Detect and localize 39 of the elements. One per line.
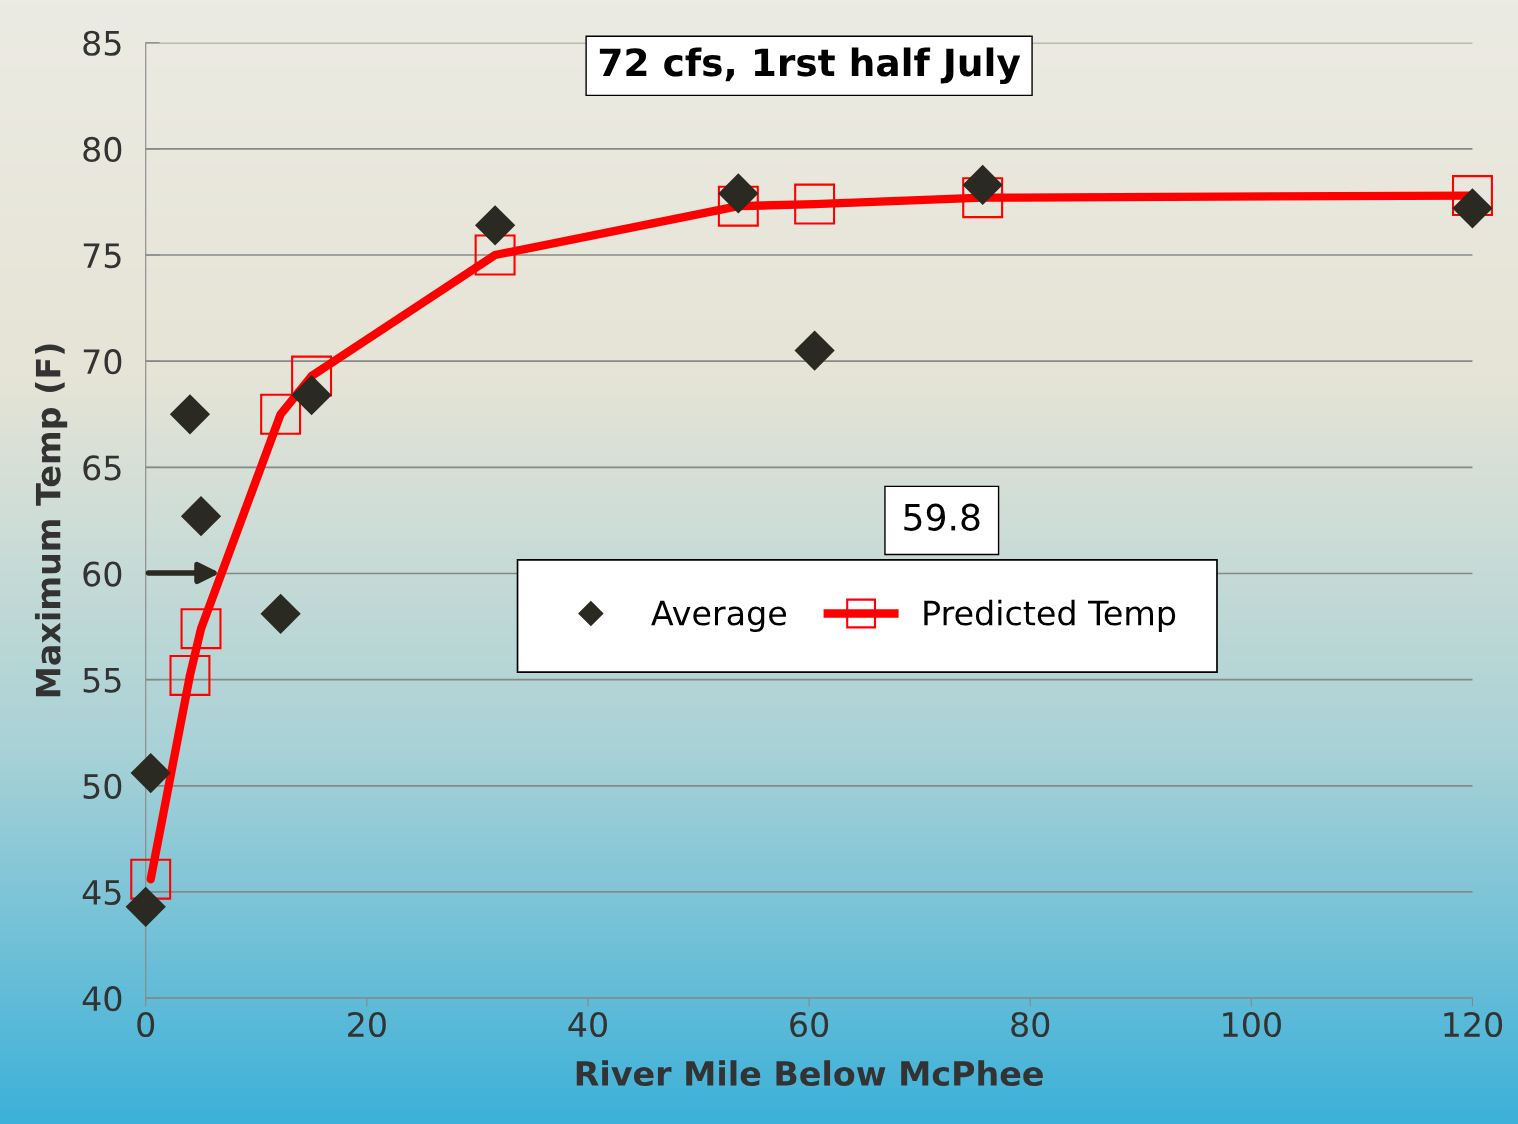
point xyxy=(125,886,166,927)
x-tick-label: 80 xyxy=(1011,1011,1050,1038)
y-tick-label: 85 xyxy=(83,30,121,56)
y-tick-label: 80 xyxy=(83,136,122,163)
y-tick-label: 55 xyxy=(83,668,121,693)
y-tick-label: 70 xyxy=(83,349,122,375)
annotation: 59.8 xyxy=(904,503,980,531)
point xyxy=(260,393,302,435)
y-tick-label: 50 xyxy=(83,773,122,799)
y-tick-label: 75 xyxy=(83,243,121,269)
point xyxy=(474,234,516,276)
y-tick-label: 40 xyxy=(82,986,122,1012)
chart-title: 72 cfs, 1rst half July xyxy=(599,47,1021,85)
y-tick-label: 45 xyxy=(82,880,121,906)
point xyxy=(474,205,516,246)
point xyxy=(180,496,222,537)
point xyxy=(169,654,211,696)
x-tick-label: 40 xyxy=(568,1011,607,1038)
point xyxy=(1452,188,1493,229)
legend-label: Predicted Temp xyxy=(924,599,1176,633)
point xyxy=(130,752,171,794)
point xyxy=(260,593,301,634)
y-tick-label: 60 xyxy=(83,561,122,587)
point xyxy=(962,164,1003,206)
x-tick-label: 20 xyxy=(348,1011,386,1038)
point xyxy=(291,375,332,416)
point xyxy=(718,173,759,214)
x-tick-label: 120 xyxy=(1444,1011,1503,1038)
x-tick-label: 100 xyxy=(1223,1011,1281,1038)
point xyxy=(794,183,836,225)
y-tick-label: 65 xyxy=(83,455,121,481)
point xyxy=(180,608,222,650)
y-axis-title: Maximum Temp (F) xyxy=(34,344,68,697)
point xyxy=(794,330,835,371)
legend-label: Average xyxy=(651,600,786,633)
point xyxy=(169,394,211,435)
x-tick-label: 0 xyxy=(137,1011,155,1038)
x-tick-label: 60 xyxy=(790,1011,829,1038)
x-axis-title: River Mile Below McPhee xyxy=(576,1060,1043,1087)
